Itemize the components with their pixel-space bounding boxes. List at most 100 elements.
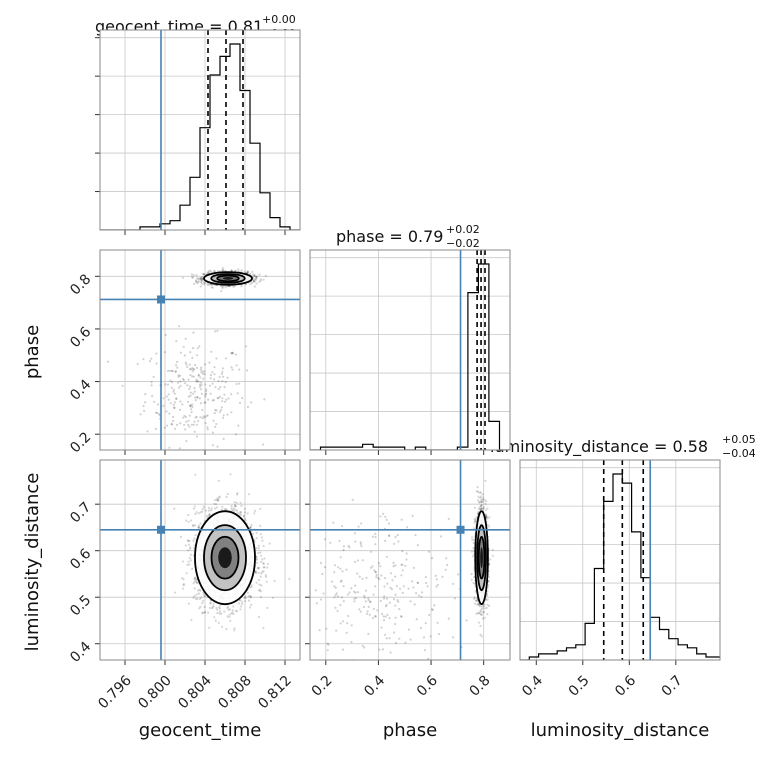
sample-point [198,345,201,348]
sample-point [396,599,399,602]
sample-point [232,605,235,608]
sample-point [364,600,367,603]
sample-point [357,525,360,528]
sample-point [200,281,203,284]
sample-point [208,513,211,516]
sample-point [202,273,205,276]
sample-point [199,376,202,379]
sample-point [220,625,224,628]
sample-point [350,624,353,627]
sample-point [197,374,200,377]
sample-point [199,605,202,608]
panel-0-0 [95,30,300,235]
sample-point [422,668,424,670]
sample-point [214,409,217,412]
sample-point [333,564,336,567]
sample-point [341,570,344,573]
sample-point [380,666,382,668]
sample-point [366,610,369,613]
sample-point [177,375,180,378]
sample-point [240,504,243,508]
sample-point [250,584,253,587]
sample-point [201,599,205,602]
sample-point [173,392,176,395]
sample-point [484,513,487,516]
sample-point [431,608,434,612]
sample-point [207,283,210,287]
panel-frame [99,249,301,451]
sample-point [211,382,214,385]
xlabel-phase: phase [383,720,437,741]
sample-point [198,383,201,386]
sample-point [229,619,232,623]
sample-point [329,541,332,544]
sample-point [246,369,249,372]
panel-bg [100,250,300,450]
sample-point [188,540,191,543]
sample-point [262,443,265,446]
sample-point [150,384,153,387]
sample-point [373,569,376,572]
sample-point [471,555,475,558]
sample-point [488,525,491,528]
sample-point [252,532,255,535]
sample-point [252,280,255,283]
sample-point [414,534,417,537]
sample-point [151,395,154,398]
sample-point [198,588,201,591]
sample-point [239,510,242,514]
sample-point [353,600,356,603]
sample-point [235,501,238,504]
sample-point [179,374,182,377]
sample-point [238,401,242,404]
sample-point [189,368,192,371]
sample-point [243,507,246,510]
sample-point [212,604,215,608]
sample-point [255,537,258,540]
sample-point [360,545,363,548]
sample-point [259,533,262,536]
sample-point [223,610,226,613]
sample-point [260,572,263,575]
sample-point [142,404,145,408]
sample-point [263,566,266,569]
sample-point [211,431,214,434]
sample-point [196,589,200,592]
sample-point [491,548,494,551]
sample-point [192,525,195,528]
sample-point [225,508,228,511]
sample-point [253,509,257,512]
sample-point [217,479,220,482]
sample-point [201,282,204,285]
sample-point [220,290,223,293]
sample-point [420,595,423,598]
sample-point [488,516,491,519]
sample-point [479,491,482,494]
sample-point [246,405,250,409]
sample-point [208,361,211,364]
sample-point [409,673,411,675]
sample-point [379,565,382,568]
sample-point [391,579,394,582]
sample-point [426,585,429,588]
sample-point [319,561,323,565]
sample-point [412,566,415,570]
sample-point [207,509,211,512]
sample-point [204,611,207,614]
sample-point [239,608,242,611]
sample-point [194,364,197,367]
sample-point [356,559,360,562]
sample-point [243,596,246,600]
sample-point [249,525,252,529]
sample-point [359,542,362,546]
sample-point [479,504,483,508]
sample-point [264,274,267,277]
sample-point [165,395,168,398]
sample-point [230,269,233,272]
sample-point [384,615,387,618]
sample-point [218,375,221,379]
sample-point [339,580,342,583]
sample-point [194,396,197,399]
sample-point [342,549,345,552]
sample-point [255,278,258,281]
